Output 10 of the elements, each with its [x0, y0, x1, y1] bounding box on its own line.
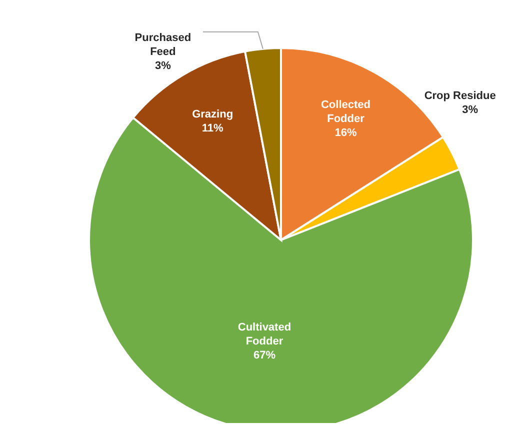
slice-label: Crop Residue	[424, 90, 496, 102]
data-label: 11%	[202, 122, 224, 134]
data-label: 3%	[462, 104, 478, 116]
data-label: 16%	[334, 127, 357, 140]
slice-label: Collected Fodder	[320, 99, 371, 126]
slice-label: Grazing	[192, 108, 234, 120]
slice-label: Purchased Feed	[134, 32, 192, 58]
data-label: 67%	[253, 349, 276, 362]
slice-label: Cultivated Fodder	[238, 321, 292, 348]
data-label: 3%	[154, 60, 172, 72]
